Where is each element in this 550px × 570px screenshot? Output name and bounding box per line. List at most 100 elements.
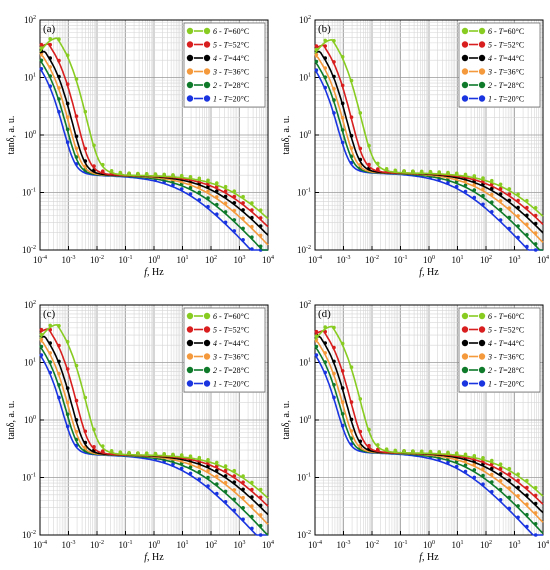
legend-value: =52°C xyxy=(228,326,249,335)
legend-label: 4 - T=44°C xyxy=(488,339,524,348)
y-tick-exponent: 0 xyxy=(308,415,311,421)
legend-number: 3 xyxy=(212,353,217,362)
x-tick-exponent: 4 xyxy=(546,255,549,261)
data-point xyxy=(323,38,327,43)
x-tick-label: 10-4 xyxy=(33,540,47,550)
data-point xyxy=(258,533,263,537)
x-tick-label: 10-3 xyxy=(337,540,351,550)
legend-box xyxy=(458,22,541,108)
y-tick-exponent: 1 xyxy=(33,73,36,79)
data-point xyxy=(197,470,202,474)
data-point xyxy=(57,343,61,348)
legend-label: 1 - T=20°C xyxy=(213,380,249,389)
data-point xyxy=(74,398,79,403)
legend-marker xyxy=(478,366,486,374)
legend-value: =20°C xyxy=(503,380,524,389)
x-tick-label: 104 xyxy=(262,540,274,550)
x-tick-exponent: -4 xyxy=(42,540,47,546)
y-tick-base: 10 xyxy=(297,530,307,540)
legend-number: 5 xyxy=(213,326,217,335)
x-tick-label: 103 xyxy=(234,540,246,550)
data-point xyxy=(314,68,319,72)
data-point xyxy=(323,44,327,48)
data-point xyxy=(525,233,529,237)
legend-marker xyxy=(186,68,194,75)
legend-number: 5 xyxy=(213,41,217,50)
series-line xyxy=(39,59,268,251)
data-point xyxy=(340,423,345,428)
data-point xyxy=(39,353,44,357)
legend-number: 2 xyxy=(213,366,217,375)
data-point xyxy=(250,487,254,492)
x-tick-label: 10-4 xyxy=(308,540,322,550)
data-point xyxy=(250,215,254,220)
data-point xyxy=(206,178,210,183)
legend-separator: - xyxy=(492,81,499,90)
data-point xyxy=(215,482,219,486)
data-point xyxy=(215,491,219,496)
legend-label: 4 - T=44°C xyxy=(488,54,524,63)
data-point xyxy=(101,169,105,173)
data-point xyxy=(57,74,61,79)
data-point xyxy=(48,351,52,355)
legend-marker xyxy=(461,41,469,48)
data-point xyxy=(481,202,485,207)
x-tick-exponent: 0 xyxy=(432,540,435,546)
y-tick-label: 10-1 xyxy=(22,473,36,483)
x-tick-exponent: 1 xyxy=(461,255,464,261)
y-tick-label: 100 xyxy=(24,415,36,425)
x-axis-label-unit: , Hz xyxy=(422,552,439,563)
data-point xyxy=(65,386,70,390)
data-point xyxy=(48,56,52,60)
data-point xyxy=(48,360,52,364)
data-point xyxy=(498,479,503,483)
data-point xyxy=(349,365,354,369)
data-point xyxy=(65,400,70,405)
legend-number: 2 xyxy=(488,81,492,90)
y-tick-exponent: -2 xyxy=(31,530,36,536)
data-point xyxy=(232,480,237,484)
data-point xyxy=(498,218,503,222)
series-line xyxy=(314,69,543,251)
data-point xyxy=(162,452,166,456)
legend-separator: - xyxy=(217,27,224,36)
legend-value: =60°C xyxy=(503,312,524,321)
y-tick-exponent: -1 xyxy=(306,188,311,194)
y-tick-base: 10 xyxy=(24,415,34,425)
panel-label: (a) xyxy=(43,23,56,35)
data-point xyxy=(340,341,345,346)
legend-variable: T xyxy=(224,27,229,36)
data-point xyxy=(65,367,70,371)
data-point xyxy=(48,341,52,345)
x-tick-exponent: -3 xyxy=(71,540,76,546)
legend-value: =44°C xyxy=(503,339,524,348)
data-point xyxy=(258,216,263,220)
y-tick-exponent: 2 xyxy=(308,300,311,306)
y-tick-exponent: 0 xyxy=(33,415,36,421)
legend-separator: - xyxy=(217,68,224,77)
legend-variable: T xyxy=(224,41,229,50)
x-tick-base: 10 xyxy=(119,255,129,265)
legend-entry: 2 - T=28°C xyxy=(186,366,249,375)
data-point xyxy=(533,493,538,498)
legend-value: =36°C xyxy=(228,353,249,362)
data-point xyxy=(232,468,237,473)
data-point xyxy=(349,429,354,433)
data-point xyxy=(358,397,363,401)
data-point xyxy=(516,235,520,240)
data-point xyxy=(533,206,538,210)
data-point xyxy=(232,497,237,502)
data-point xyxy=(223,220,228,225)
data-point xyxy=(215,202,219,207)
x-tick-exponent: 3 xyxy=(518,255,521,261)
legend-variable: T xyxy=(499,326,504,335)
legend-marker xyxy=(478,68,486,75)
legend-marker xyxy=(186,366,194,374)
legend-separator: - xyxy=(492,41,499,50)
legend-entry: 6 - T=60°C xyxy=(461,312,524,321)
legend-value: =52°C xyxy=(503,326,524,335)
data-point xyxy=(340,116,345,120)
data-point xyxy=(525,493,529,497)
data-point xyxy=(197,477,202,482)
x-axis-label-unit: , Hz xyxy=(147,552,164,563)
